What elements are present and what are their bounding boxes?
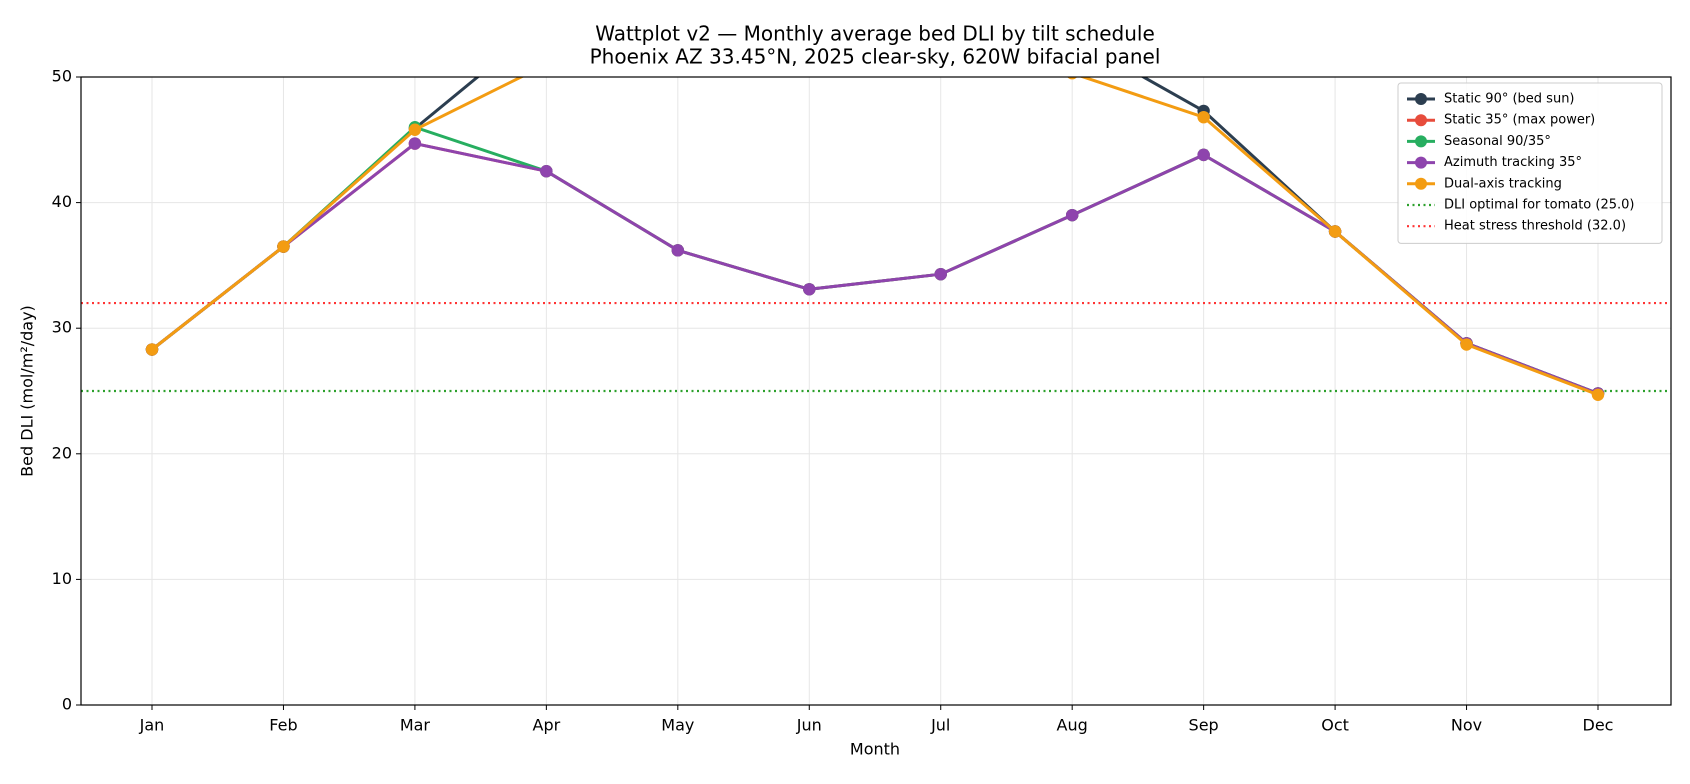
- data-point: [672, 8, 684, 20]
- legend: Static 90° (bed sun) Static 35° (max powe…: [1397, 82, 1663, 244]
- data-point: [1197, 110, 1210, 124]
- data-point: [1591, 388, 1605, 401]
- data-point: [540, 165, 553, 178]
- legend-marker: [1415, 93, 1427, 105]
- data-point: [934, 267, 947, 281]
- series-line: [151, 77, 1599, 397]
- plot-frame: [80, 76, 1672, 706]
- y-axis-label: Bed DLI (mol/m²/day): [18, 305, 37, 477]
- series-line: [151, 142, 1599, 395]
- data-point: [1328, 225, 1342, 238]
- legend-label: Dual-axis tracking: [1444, 176, 1562, 191]
- x-tick-label: Feb: [269, 716, 297, 735]
- legend-marker: [1415, 156, 1427, 169]
- x-tick-label: Nov: [1451, 716, 1482, 735]
- data-point: [540, 58, 552, 70]
- data-point: [1197, 148, 1210, 162]
- x-tick-label: Oct: [1321, 716, 1349, 735]
- y-tick-label: 0: [62, 695, 72, 714]
- x-tick-label: Jul: [930, 716, 950, 735]
- x-axis-label: Month: [850, 740, 900, 759]
- legend-label: Azimuth tracking 35°: [1444, 155, 1582, 170]
- x-tick-label: Jun: [796, 716, 822, 735]
- chart-subtitle: Phoenix AZ 33.45°N, 2025 clear-sky, 620W…: [590, 45, 1161, 69]
- x-tick-label: Apr: [533, 716, 561, 735]
- legend-box: [1397, 82, 1663, 244]
- x-tick-label: Sep: [1189, 716, 1219, 735]
- legend-marker: [1415, 114, 1427, 127]
- data-point: [1065, 208, 1079, 222]
- legend-label: Static 90° (bed sun): [1444, 92, 1575, 107]
- legend-marker: [1415, 135, 1427, 148]
- y-tick-label: 20: [52, 443, 72, 462]
- y-tick-label: 50: [52, 67, 72, 86]
- data-point: [540, 14, 552, 26]
- data-point: [408, 123, 422, 136]
- y-tick-label: 10: [52, 569, 72, 588]
- y-tick-label: 40: [52, 192, 72, 211]
- legend-label: Static 35° (max power): [1444, 113, 1595, 128]
- chart-title: Wattplot v2 — Monthly average bed DLI by…: [595, 22, 1155, 46]
- legend-label: Seasonal 90/35°: [1444, 134, 1551, 149]
- legend-label: Heat stress threshold (32.0): [1444, 219, 1626, 234]
- x-tick-label: Mar: [400, 716, 431, 735]
- data-point: [408, 137, 422, 150]
- y-tick-label: 30: [52, 318, 72, 337]
- legend-label: DLI optimal for tomato (25.0): [1444, 198, 1634, 213]
- x-tick-label: Aug: [1057, 716, 1088, 735]
- data-point: [277, 240, 290, 253]
- data-point: [1067, 77, 1078, 80]
- x-tick-label: Dec: [1583, 716, 1614, 735]
- data-point: [935, 0, 947, 8]
- data-point: [1460, 338, 1473, 351]
- data-point: [145, 343, 159, 356]
- plot-area: [81, 0, 1671, 401]
- series-line: [151, 125, 1599, 395]
- x-tick-label: Jan: [139, 716, 165, 735]
- x-tick-label: May: [661, 716, 694, 735]
- legend-marker: [1415, 177, 1427, 190]
- data-point: [671, 244, 685, 257]
- data-point: [803, 283, 816, 296]
